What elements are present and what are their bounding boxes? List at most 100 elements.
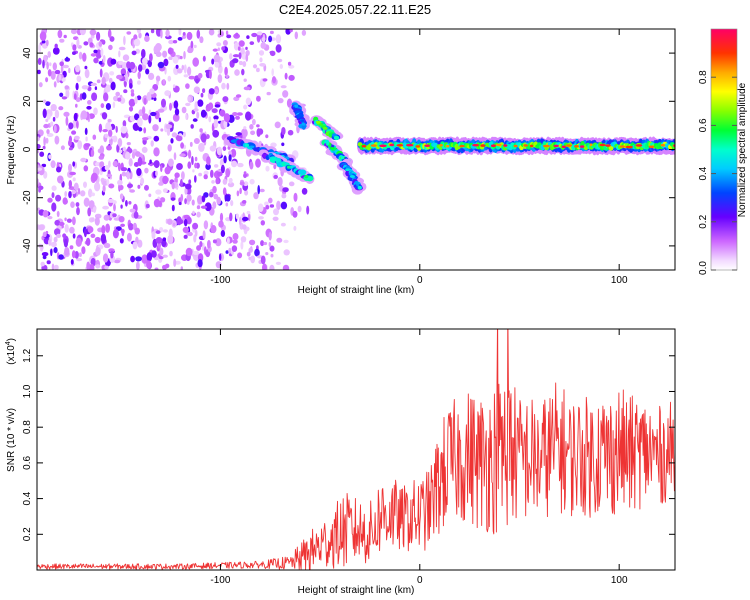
heatmap-cell-944 bbox=[183, 51, 186, 60]
heatmap-cell-531 bbox=[51, 202, 57, 212]
heatmap-cell-1179 bbox=[64, 224, 69, 233]
heatmap-cell-1171 bbox=[246, 210, 251, 215]
snr-exponent-label: (x104) bbox=[5, 338, 17, 365]
heatmap-cell-954 bbox=[137, 117, 143, 127]
heatmap-cell-726 bbox=[45, 118, 49, 123]
heatmap-cell-1095 bbox=[171, 182, 175, 190]
heatmap-cell-1158 bbox=[111, 136, 116, 140]
heatmap-cell-1040 bbox=[106, 178, 110, 186]
heatmap-cell-1200 bbox=[37, 136, 40, 142]
heatmap-cell-908 bbox=[262, 78, 268, 82]
heatmap-cell-304 bbox=[159, 247, 164, 256]
heatmap-cell-1110 bbox=[98, 123, 103, 133]
heatmap-cell-1190 bbox=[225, 74, 229, 79]
heatmap-cell-1111 bbox=[179, 179, 183, 188]
heatmap-cell-252 bbox=[108, 44, 113, 51]
heatmap-cell-915 bbox=[60, 145, 65, 150]
heatmap-cell-53 bbox=[96, 79, 101, 84]
heatmap-cell-139 bbox=[153, 135, 160, 142]
heatmap-cell-690 bbox=[162, 264, 167, 270]
heatmap-cell-770 bbox=[38, 187, 41, 193]
heatmap-cell-940 bbox=[281, 193, 287, 199]
heatmap-cell-1184 bbox=[92, 134, 97, 140]
heatmap-cell-820 bbox=[131, 151, 136, 159]
heatmap-cell-373 bbox=[256, 33, 261, 43]
colorbar-tick-label-3: 0.6 bbox=[698, 118, 709, 132]
heatmap-cell-862 bbox=[160, 29, 163, 39]
heatmap-cell-2171 bbox=[574, 145, 579, 148]
heatmap-cell-1121 bbox=[273, 174, 279, 179]
heatmap-cell-803 bbox=[193, 138, 200, 144]
heatmap-cell-1156 bbox=[87, 207, 92, 217]
heatmap-cell-885 bbox=[91, 192, 95, 197]
heatmap-cell-1075 bbox=[108, 129, 113, 137]
heatmap-cell-486 bbox=[54, 43, 58, 49]
heatmap-cell-469 bbox=[256, 124, 260, 128]
heatmap-cell-583 bbox=[212, 239, 217, 244]
heatmap-cell-886 bbox=[71, 189, 77, 195]
heatmap-cell-525 bbox=[230, 200, 234, 207]
snr-frame bbox=[36, 328, 676, 571]
heatmap-cell-1112 bbox=[242, 224, 247, 230]
heatmap-cell-865 bbox=[224, 66, 228, 76]
heatmap-cell-1116 bbox=[208, 102, 214, 110]
heatmap-cell-949 bbox=[93, 57, 99, 64]
heatmap-cell-59 bbox=[265, 252, 269, 256]
heatmap-cell-459 bbox=[211, 108, 218, 114]
heatmap-cell-1049 bbox=[112, 229, 119, 239]
heatmap-cell-1199 bbox=[287, 61, 292, 66]
colorbar-tick-label-1: 0.2 bbox=[698, 214, 709, 228]
heatmap-cell-630 bbox=[240, 47, 245, 55]
heatmap-cell-572 bbox=[136, 261, 140, 270]
heatmap-cell-432 bbox=[50, 121, 54, 127]
heatmap-cell-444 bbox=[119, 238, 124, 244]
heatmap-cell-1089 bbox=[222, 40, 228, 46]
heatmap-cell-92 bbox=[96, 31, 101, 41]
heatmap-cell-673 bbox=[61, 96, 68, 100]
heatmap-cell-220 bbox=[129, 189, 136, 193]
heatmap-cell-744 bbox=[72, 161, 76, 167]
heatmap-cell-861 bbox=[98, 41, 103, 47]
heatmap-cell-1170 bbox=[91, 172, 98, 182]
spectrogram-panel: -100 0 100 -40 -20 0 20 40 Height of straight … bbox=[6, 28, 748, 296]
heatmap-cell-1068 bbox=[198, 172, 203, 177]
heatmap-cell-526 bbox=[120, 204, 123, 209]
heatmap-cell-336 bbox=[186, 31, 193, 41]
heatmap-cell-773 bbox=[239, 181, 245, 186]
heatmap-cell-647 bbox=[103, 92, 109, 102]
heatmap-cell-965 bbox=[196, 205, 201, 210]
heatmap-cell-969 bbox=[175, 64, 179, 69]
heatmap-cell-119 bbox=[128, 201, 132, 205]
heatmap-cell-898 bbox=[91, 92, 98, 101]
heatmap-cell-1029 bbox=[208, 29, 215, 36]
heatmap-cell-855 bbox=[77, 187, 81, 195]
heatmap-cell-430 bbox=[188, 149, 192, 159]
heatmap-cell-688 bbox=[76, 207, 80, 216]
heatmap-cell-93 bbox=[232, 54, 240, 58]
heatmap-cell-2153 bbox=[406, 143, 414, 147]
heatmap-cell-1574 bbox=[357, 185, 362, 190]
heatmap-cell-917 bbox=[239, 187, 242, 195]
snr-y-axis-label: SNR (10 * v/v) bbox=[6, 408, 17, 472]
heatmap-cell-832 bbox=[118, 184, 124, 191]
heatmap-cell-996 bbox=[220, 164, 225, 174]
heatmap-cell-1135 bbox=[187, 231, 193, 237]
heatmap-cell-39 bbox=[222, 146, 227, 152]
heatmap-cell-839 bbox=[51, 192, 55, 199]
snr-x-ticks: -100 0 100 bbox=[210, 329, 628, 586]
colorbar-label: Normalized spectral amplitude bbox=[737, 82, 748, 217]
heatmap-cell-191 bbox=[237, 162, 244, 168]
heatmap-cell-102 bbox=[42, 145, 46, 150]
heatmap-cell-163 bbox=[151, 250, 157, 258]
heatmap-cell-738 bbox=[246, 251, 251, 257]
heatmap-cell-2162 bbox=[495, 143, 502, 147]
heatmap-cell-492 bbox=[162, 229, 168, 233]
heatmap-cell-299 bbox=[288, 74, 295, 81]
snr-exponent-suffix: ) bbox=[6, 338, 17, 341]
heatmap-cell-305 bbox=[243, 86, 251, 91]
heatmap-cell-821 bbox=[94, 182, 101, 192]
heatmap-cell-1050 bbox=[110, 58, 117, 65]
heatmap-cell-582 bbox=[168, 39, 174, 45]
heatmap-cell-1094 bbox=[71, 250, 76, 259]
heatmap-cell-864 bbox=[277, 98, 284, 104]
